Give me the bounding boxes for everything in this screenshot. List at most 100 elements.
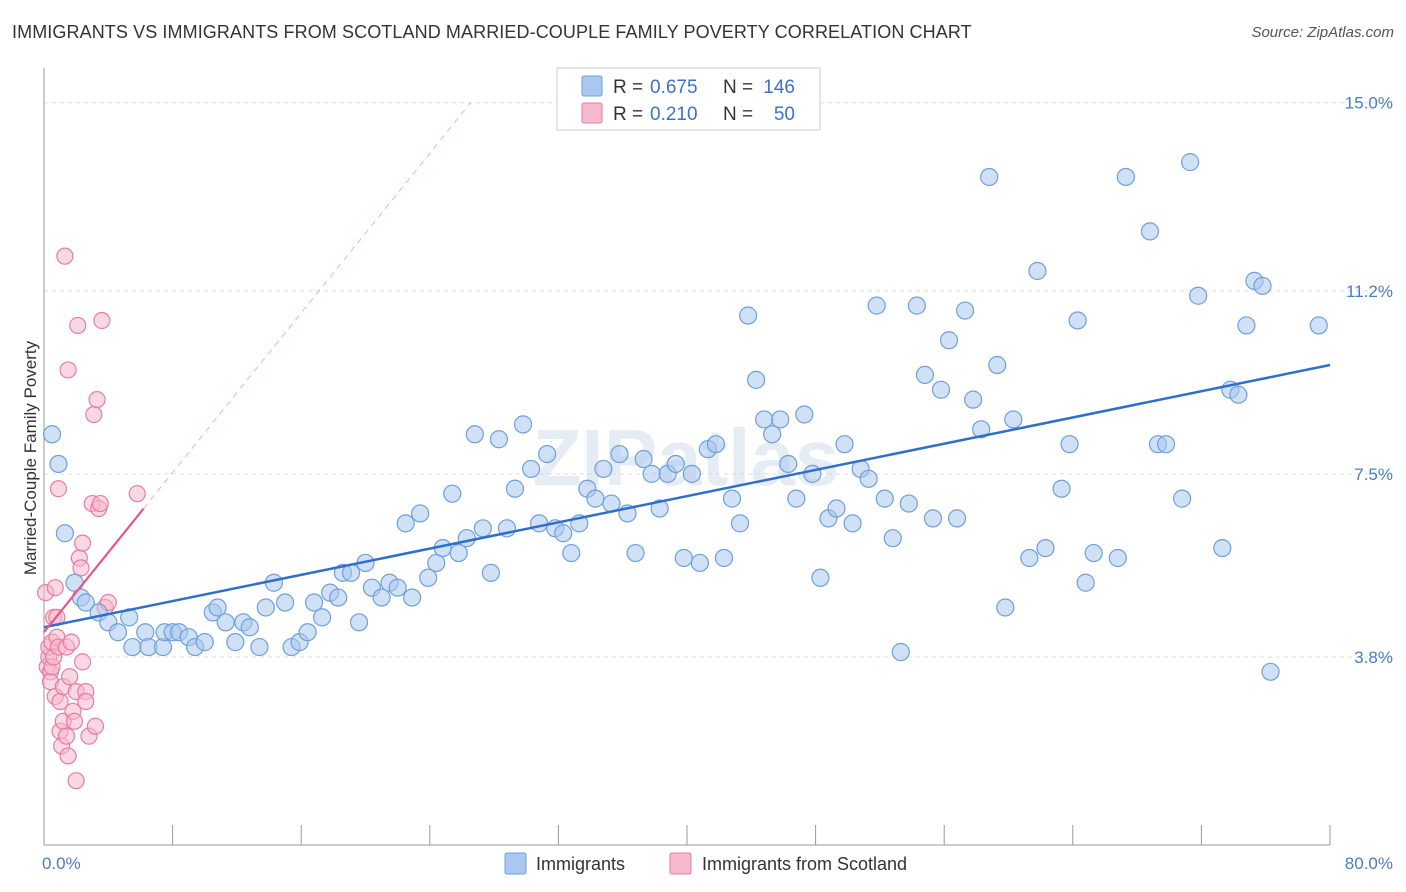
- bottom-legend: Immigrants Immigrants from Scotland: [504, 852, 907, 875]
- immigrants-point: [276, 593, 295, 612]
- grid-lines: [44, 102, 1395, 658]
- immigrants-point: [136, 623, 155, 642]
- immigrants-point: [859, 469, 878, 488]
- immigrants-point: [1181, 153, 1200, 172]
- scotland-trend-extension: [143, 102, 471, 509]
- scotland-point: [59, 361, 77, 379]
- immigrants-point: [419, 568, 438, 587]
- immigrants-point: [763, 425, 782, 444]
- immigrants-point: [1068, 311, 1087, 330]
- bottom-legend-label-immigrants: Immigrants: [536, 854, 625, 874]
- immigrants-point: [1084, 543, 1103, 563]
- immigrants-point: [298, 623, 317, 642]
- immigrants-point: [594, 459, 613, 479]
- immigrants-point: [706, 435, 726, 454]
- scotland-point: [59, 747, 77, 765]
- legend-swatch-scotland: [581, 102, 603, 124]
- immigrants-point: [722, 489, 742, 508]
- immigrants-point: [329, 588, 348, 607]
- legend-r-value-2: 0.210: [650, 104, 698, 125]
- immigrants-point: [1189, 286, 1208, 305]
- scotland-point: [57, 727, 76, 745]
- immigrants-point: [972, 420, 991, 439]
- x-tick-label-min: 0.0%: [42, 854, 81, 873]
- scotland-point: [73, 653, 92, 671]
- legend-n-label-1: N =: [723, 77, 753, 98]
- immigrants-point: [208, 598, 227, 617]
- immigrants-point: [1036, 538, 1055, 558]
- legend-box: R = 0.675 N = 146 R = 0.210 N = 50: [556, 67, 821, 131]
- legend-n-value-2: 50: [774, 104, 795, 125]
- immigrants-point: [1060, 435, 1079, 454]
- trend-lines: [43, 102, 1331, 633]
- immigrants-point: [403, 588, 422, 607]
- y-tick-label: 11.2%: [1346, 282, 1393, 301]
- immigrants-point: [312, 608, 332, 627]
- immigrants-point: [650, 499, 669, 518]
- immigrants-point: [538, 444, 557, 464]
- scotland-point: [77, 692, 95, 711]
- immigrants-point: [835, 435, 854, 454]
- x-ticks: [43, 825, 1331, 845]
- scotland-point: [65, 712, 84, 730]
- immigrants-point: [980, 167, 999, 187]
- chart-title: IMMIGRANTS VS IMMIGRANTS FROM SCOTLAND M…: [12, 22, 972, 42]
- immigrants-point: [49, 454, 68, 474]
- immigrants-point: [76, 593, 95, 612]
- scotland-point: [67, 772, 85, 790]
- immigrants-point: [787, 489, 806, 508]
- immigrants-point: [642, 464, 661, 483]
- scotland-point: [46, 579, 64, 597]
- scotland-point: [91, 494, 109, 513]
- immigrants-point: [634, 449, 653, 469]
- immigrants-point: [988, 355, 1007, 375]
- immigrants-point: [891, 642, 910, 662]
- immigrants-point: [755, 410, 774, 429]
- scotland-trend-line: [43, 507, 145, 633]
- immigrants-point: [1173, 489, 1192, 508]
- immigrants-point: [626, 543, 645, 563]
- immigrants-point: [1052, 479, 1071, 498]
- immigrants-point: [1020, 548, 1039, 568]
- legend-r-label-1: R =: [613, 77, 643, 98]
- immigrants-point: [108, 623, 128, 642]
- scotland-point: [69, 316, 87, 335]
- legend-r-label-2: R =: [613, 104, 643, 125]
- immigrants-point: [554, 524, 573, 543]
- immigrants-point: [304, 593, 324, 612]
- immigrants-point: [899, 494, 918, 513]
- immigrants-point: [666, 454, 685, 474]
- scotland-point: [86, 717, 105, 735]
- immigrants-point: [123, 637, 142, 657]
- immigrants-point: [1261, 662, 1280, 681]
- bottom-legend-label-scotland: Immigrants from Scotland: [702, 854, 907, 874]
- immigrants-point: [372, 588, 391, 607]
- immigrants-point: [1156, 435, 1176, 454]
- immigrants-point: [803, 464, 822, 483]
- immigrants-point: [473, 519, 492, 538]
- immigrants-point: [610, 444, 629, 464]
- immigrants-point: [1229, 385, 1248, 404]
- bottom-legend-swatch-immigrants: [504, 852, 527, 875]
- immigrants-point: [1253, 276, 1272, 295]
- immigrants-point: [489, 430, 509, 449]
- immigrants-point: [505, 479, 525, 498]
- immigrants-point: [586, 489, 605, 508]
- immigrants-point: [939, 331, 959, 350]
- immigrants-point: [1004, 410, 1023, 429]
- immigrants-point: [1237, 316, 1256, 335]
- immigrants-point: [843, 514, 862, 533]
- immigrants-point: [955, 301, 975, 320]
- immigrants-point: [875, 489, 894, 508]
- legend-r-value-1: 0.675: [650, 77, 698, 98]
- scotland-point: [88, 391, 106, 409]
- legend-swatch-immigrants: [581, 75, 603, 97]
- immigrants-trend-line: [43, 363, 1331, 629]
- immigrants-point: [250, 637, 269, 657]
- immigrants-point: [779, 454, 798, 474]
- immigrants-point: [388, 578, 407, 597]
- scotland-point: [73, 534, 92, 552]
- immigrants-point: [811, 568, 830, 587]
- immigrants-point: [682, 464, 701, 483]
